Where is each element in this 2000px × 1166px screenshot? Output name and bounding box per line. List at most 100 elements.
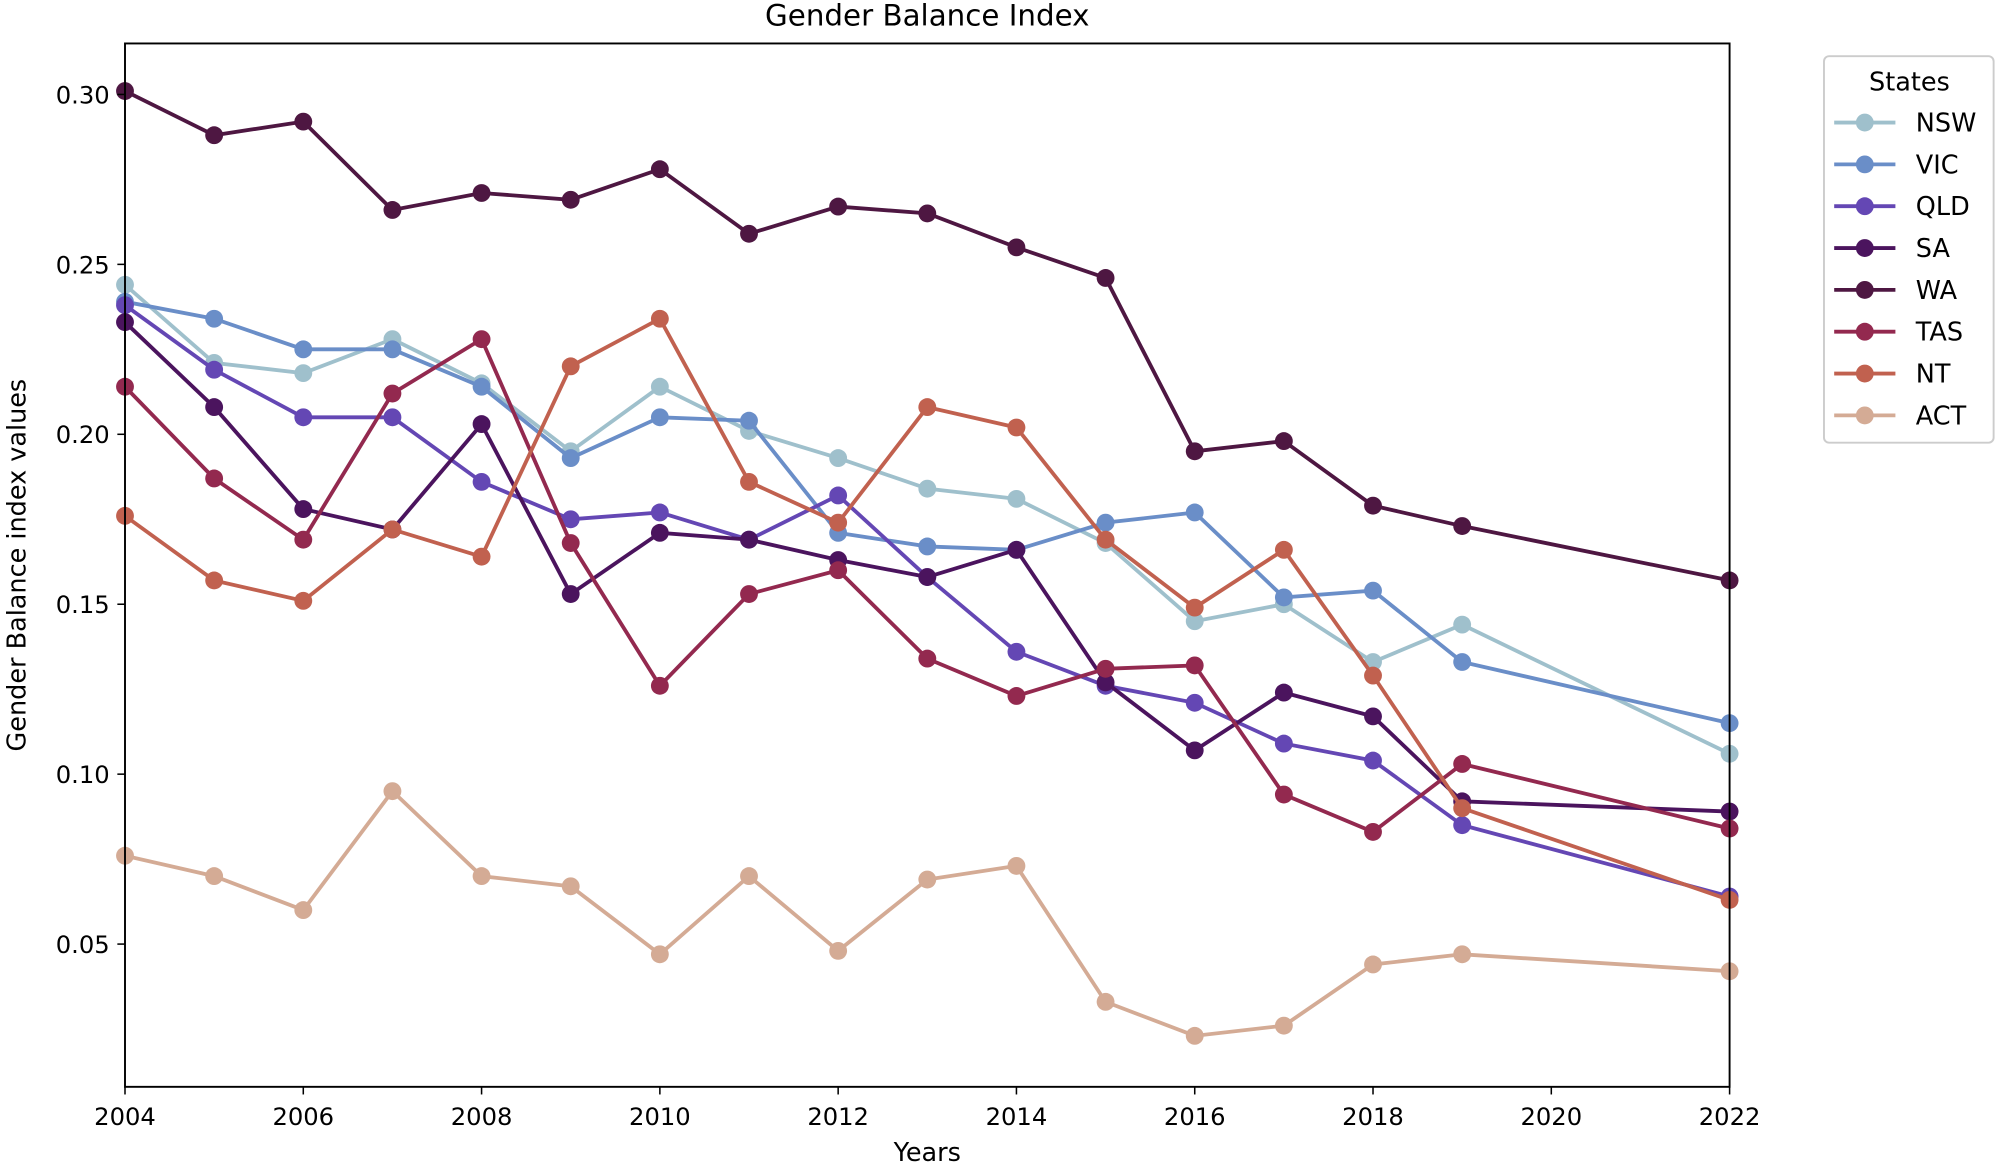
legend-label: SA [1916,234,1951,264]
data-point-tas-2008 [472,330,491,349]
series-line-sa [123,320,1730,814]
data-point-nsw-2014 [1007,489,1026,508]
data-point-act-2018 [1364,955,1382,974]
legend-marker [1855,239,1874,257]
data-point-nt-2008 [472,547,491,566]
x-tick-label: 2012 [807,1103,869,1131]
data-point-qld-2017 [1274,734,1293,753]
series-line-act [124,788,1730,1038]
data-point-sa-2008 [472,415,491,434]
data-point-act-2011 [740,867,758,886]
legend-marker [1855,280,1874,299]
data-point-nt-2010 [650,309,669,328]
data-point-sa-2006 [294,500,313,518]
x-tick-label: 2022 [1699,1103,1761,1131]
data-point-vic-2005 [205,309,224,328]
data-point-wa-2015 [1096,269,1115,287]
data-point-qld-2006 [294,408,313,427]
data-point-sa-2010 [650,523,669,542]
legend-label: NT [1916,359,1951,389]
data-point-act-2006 [294,901,313,920]
legend-item-wa: WA [1834,276,1958,306]
legend-item-vic: VIC [1834,150,1959,180]
y-tick-label: 0.15 [56,591,110,619]
legend-marker [1855,406,1874,425]
data-point-wa-2019 [1453,517,1472,535]
data-point-act-2012 [829,941,848,960]
x-tick-label: 2018 [1342,1103,1404,1131]
data-point-tas-2017 [1274,785,1293,804]
legend-frame [1823,55,1995,444]
legend-title: States [1869,68,1950,98]
data-point-qld-2009 [561,510,580,529]
data-point-nsw-2010 [650,377,669,396]
chart-title: Gender Balance Index [765,0,1089,33]
data-point-vic-2013 [918,537,937,556]
data-point-vic-2018 [1364,581,1382,600]
series-act [116,782,1739,1045]
data-point-tas-2011 [740,585,758,603]
data-point-tas-2013 [918,649,937,668]
data-point-wa-2014 [1007,238,1026,257]
data-point-tas-2015 [1096,659,1115,678]
legend-item-nt: NT [1834,359,1951,389]
legend-label: VIC [1916,150,1959,180]
x-axis-label: Years [893,1138,961,1166]
x-axis: 2004 2006 2008 2010 2012 2014 2016 2018 2020 2022 [94,1086,1761,1131]
data-point-sa-2005 [205,398,224,417]
series-sa [116,313,1739,821]
data-point-nt-2016 [1185,598,1204,617]
data-point-qld-2019 [1453,816,1472,835]
data-point-vic-2019 [1453,653,1472,671]
data-point-nsw-2013 [918,479,937,498]
data-point-tas-2014 [1007,687,1026,705]
data-point-tas-2016 [1185,656,1204,675]
data-point-wa-2012 [829,197,848,216]
legend-label: ACT [1916,401,1967,431]
data-point-vic-2010 [650,408,669,427]
data-point-nt-2019 [1453,799,1472,818]
data-point-nt-2017 [1274,540,1293,559]
data-point-act-2007 [383,782,402,801]
data-point-qld-2012 [829,486,848,505]
legend-marker [1855,113,1874,132]
data-point-qld-2007 [383,408,402,427]
y-tick-label: 0.05 [56,931,110,959]
data-point-tas-2005 [205,469,224,488]
x-tick-label: 2016 [1164,1103,1226,1131]
data-point-qld-2016 [1185,693,1204,712]
data-point-vic-2007 [383,340,402,359]
data-point-tas-2012 [829,561,848,580]
data-point-sa-2014 [1007,540,1026,559]
data-point-vic-2009 [561,449,580,468]
y-tick-label: 0.25 [56,251,110,279]
data-point-sa-2018 [1364,707,1382,726]
data-point-sa-2016 [1185,741,1204,760]
series-wa [116,82,1739,590]
legend-item-sa: SA [1834,234,1950,264]
legend-label: WA [1916,276,1958,306]
plot-frame [124,42,1731,1088]
x-tick-label: 2020 [1520,1103,1582,1131]
x-tick-label: 2004 [94,1103,156,1131]
y-tick-label: 0.10 [56,761,110,789]
data-point-act-2009 [561,877,580,896]
data-point-wa-2016 [1185,442,1204,461]
data-point-wa-2008 [472,184,491,202]
data-point-wa-2013 [918,204,937,223]
series-line-qld [123,303,1731,899]
legend-label: NSW [1916,108,1976,138]
data-point-nsw-2016 [1185,612,1204,631]
y-axis: 0.05 0.10 0.15 0.20 0.25 0.30 [56,81,125,959]
x-tick-label: 2010 [629,1103,691,1131]
data-point-nt-2007 [383,520,402,539]
data-point-tas-2018 [1364,823,1382,841]
data-point-act-2016 [1185,1026,1204,1045]
data-point-vic-2008 [472,377,491,396]
legend: States NSW VIC QLD SA WA TAS NT ACT [1823,55,1995,444]
data-point-sa-2017 [1274,683,1293,702]
legend-label: TAS [1915,318,1963,348]
data-point-nt-2009 [561,357,580,376]
data-point-wa-2018 [1364,496,1382,515]
